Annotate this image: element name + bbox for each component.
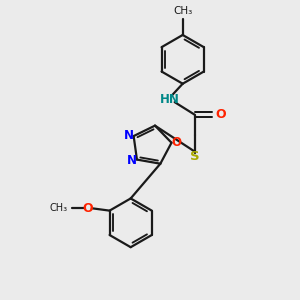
Text: N: N	[127, 154, 137, 167]
Text: O: O	[215, 108, 226, 121]
Text: N: N	[124, 129, 134, 142]
Text: O: O	[172, 136, 182, 148]
Text: CH₃: CH₃	[50, 203, 68, 213]
Text: HN: HN	[159, 93, 179, 106]
Text: CH₃: CH₃	[173, 6, 192, 16]
Text: S: S	[190, 150, 200, 163]
Text: O: O	[83, 202, 94, 215]
